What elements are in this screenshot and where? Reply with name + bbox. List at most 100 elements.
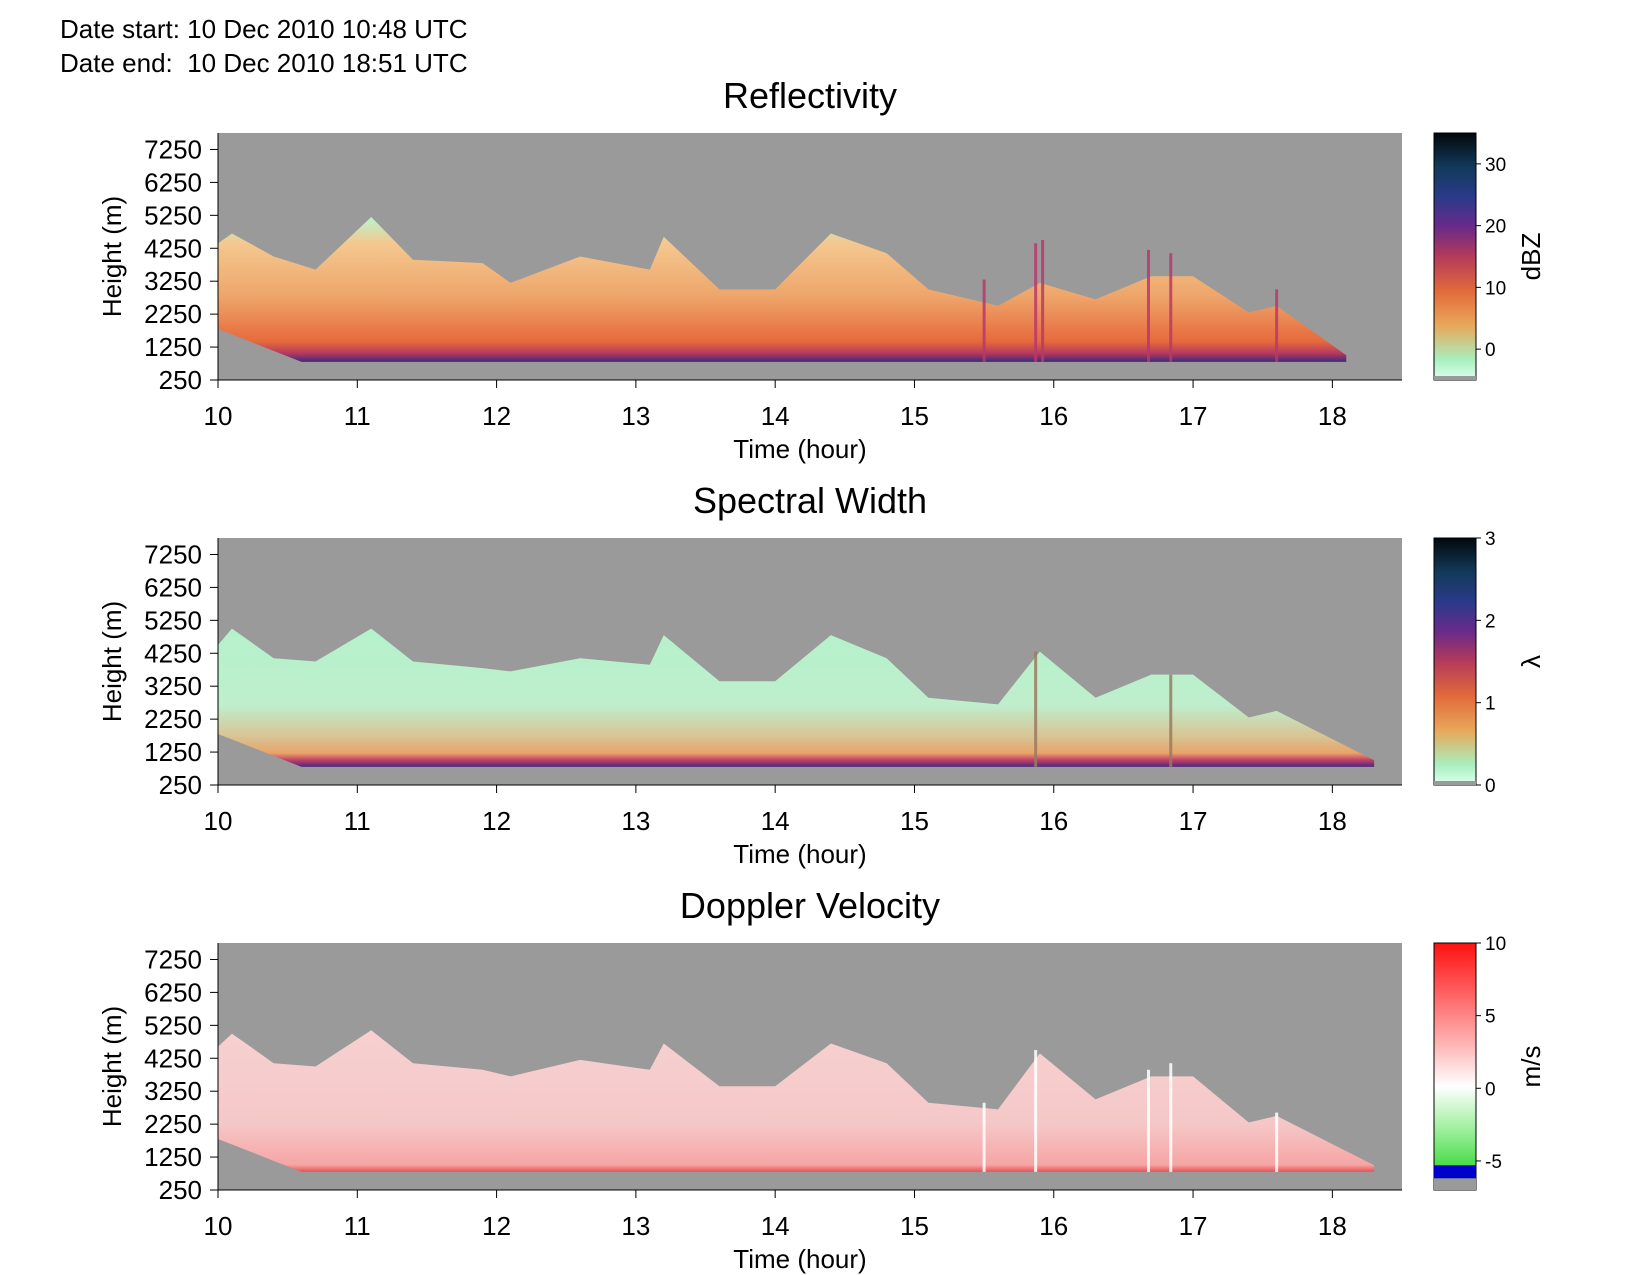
x-tick-label: 12 [482,401,511,431]
y-tick-label: 6250 [144,572,202,602]
colorbar-tick-label: 30 [1485,155,1506,176]
colorbar-tick-label: 10 [1485,278,1506,299]
y-tick-label: 4250 [144,638,202,668]
chart-title: Reflectivity [723,75,897,116]
colorbar-tick-label: 0 [1485,340,1496,361]
y-tick-label: 6250 [144,167,202,197]
colorbar-tick-label: 2 [1485,611,1496,632]
echo-column [1034,1050,1038,1172]
x-tick-label: 17 [1179,401,1208,431]
colorbar [1433,537,1477,786]
x-tick-label: 12 [482,1211,511,1241]
x-tick-label: 13 [621,1211,650,1241]
x-tick-label: 13 [621,806,650,836]
echo-column [1169,1063,1173,1172]
y-tick-label: 250 [159,770,202,800]
x-tick-label: 13 [621,401,650,431]
colorbar-band [1434,1165,1476,1179]
chart-panel-2: Doppler Velocity250125022503250425052506… [97,885,1546,1274]
x-tick-label: 10 [204,806,233,836]
y-tick-label: 250 [159,365,202,395]
x-tick-label: 16 [1039,401,1068,431]
colorbar-tick-label: -5 [1485,1152,1502,1173]
date-end-value: 10 Dec 2010 18:51 UTC [187,48,468,78]
colorbar-tick-label: 0 [1485,1079,1496,1100]
y-tick-label: 4250 [144,233,202,263]
x-tick-label: 15 [900,806,929,836]
echo-column [1041,240,1045,362]
y-tick-label: 1250 [144,332,202,362]
echo-column [982,279,986,362]
x-tick-label: 14 [761,401,790,431]
y-tick-label: 2250 [144,299,202,329]
x-tick-label: 14 [761,806,790,836]
echo-column [1146,249,1150,362]
echo-region [218,216,1347,362]
echo-region [218,1030,1375,1172]
y-axis-label: Height (m) [97,196,127,317]
y-tick-label: 250 [159,1175,202,1205]
colorbar-label: m/s [1516,1046,1546,1088]
y-tick-label: 4250 [144,1043,202,1073]
echo-column [1275,289,1279,362]
echo-column [1034,651,1038,767]
x-tick-label: 11 [344,806,371,836]
x-tick-label: 10 [204,1211,233,1241]
chart-panel-1: Spectral Width 25012502250325042505250625… [97,480,1546,869]
y-tick-label: 3250 [144,1076,202,1106]
y-tick-label: 5250 [144,1010,202,1040]
y-tick-label: 5250 [144,200,202,230]
colorbar-tick-label: 3 [1485,529,1496,550]
date-end: Date end: 10 Dec 2010 18:51 UTC [60,48,468,79]
y-tick-label: 6250 [144,977,202,1007]
colorbar-tick-label: 0 [1485,776,1496,797]
x-tick-label: 18 [1318,1211,1347,1241]
colorbar [1433,942,1477,1191]
x-tick-label: 18 [1318,806,1347,836]
colorbar [1433,132,1477,381]
y-tick-label: 7250 [144,944,202,974]
date-start-value: 10 Dec 2010 10:48 UTC [187,14,468,44]
echo-column [1146,1069,1150,1172]
colorbar-tick-label: 20 [1485,217,1506,238]
chart-title: Spectral Width [693,480,927,521]
echo-column [1169,674,1173,767]
colorbar-nodata [1434,376,1476,380]
x-axis-label: Time (hour) [733,1244,866,1274]
x-tick-label: 18 [1318,401,1347,431]
x-tick-label: 11 [344,1211,371,1241]
x-tick-label: 15 [900,1211,929,1241]
x-tick-label: 17 [1179,1211,1208,1241]
colorbar-label: λ [1516,655,1546,668]
date-start: Date start: 10 Dec 2010 10:48 UTC [60,14,468,45]
y-tick-label: 2250 [144,704,202,734]
chart-title: Doppler Velocity [680,885,940,926]
x-tick-label: 17 [1179,806,1208,836]
x-tick-label: 15 [900,401,929,431]
y-tick-label: 3250 [144,266,202,296]
y-tick-label: 1250 [144,737,202,767]
colorbar-label: dBZ [1516,233,1546,281]
echo-column [1275,1112,1279,1172]
colorbar-nodata [1434,781,1476,785]
y-tick-label: 5250 [144,605,202,635]
x-tick-label: 12 [482,806,511,836]
colorbar-tick-label: 10 [1485,934,1506,955]
date-end-label: Date end: [60,48,173,78]
y-tick-label: 7250 [144,539,202,569]
y-tick-label: 1250 [144,1142,202,1172]
colorbar-tick-label: 5 [1485,1007,1496,1028]
x-axis-label: Time (hour) [733,839,866,869]
y-tick-label: 7250 [144,134,202,164]
echo-column [1034,243,1038,362]
x-tick-label: 16 [1039,1211,1068,1241]
y-axis-label: Height (m) [97,601,127,722]
colorbar-nodata [1434,1178,1476,1190]
x-tick-label: 16 [1039,806,1068,836]
y-tick-label: 3250 [144,671,202,701]
x-axis-label: Time (hour) [733,434,866,464]
x-tick-label: 11 [344,401,371,431]
y-axis-label: Height (m) [97,1006,127,1127]
x-tick-label: 14 [761,1211,790,1241]
echo-column [982,1102,986,1172]
